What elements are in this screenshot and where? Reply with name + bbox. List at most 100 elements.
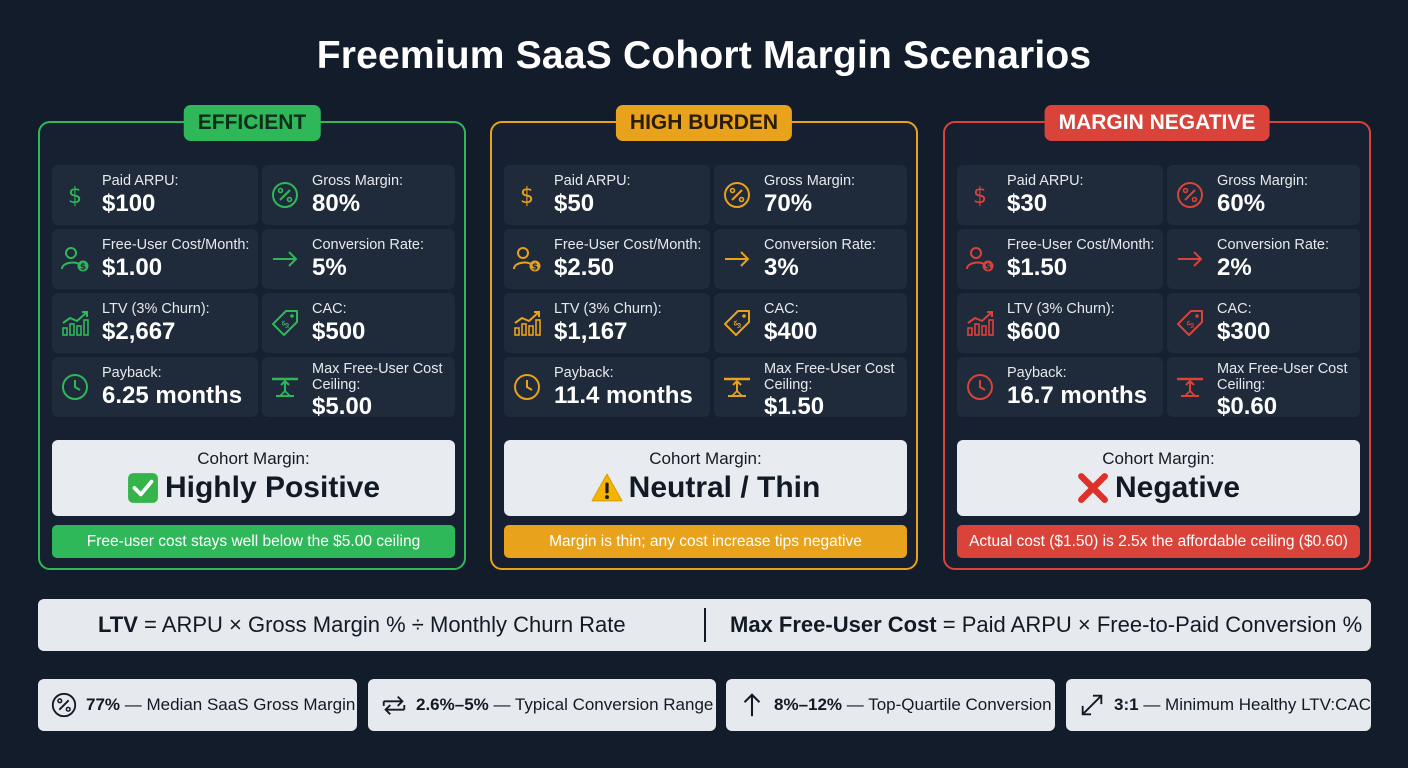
growth-chart-icon [512,308,542,338]
conversion-rate-label: Conversion Rate: [764,237,877,253]
price-tag-icon [270,308,300,338]
paid-arpu-value: $50 [554,190,595,217]
arrow-up-icon [738,691,766,719]
ltv-formula: LTV = ARPU × Gross Margin % ÷ Monthly Ch… [98,599,626,651]
percent-icon [50,691,78,719]
payback: Payback: 6.25 months [52,357,258,417]
arrow-right-icon [270,244,300,274]
metrics-grid: Paid ARPU: $100 Gross Margin: 80% Free-U… [52,165,455,420]
paid-arpu: Paid ARPU: $30 [957,165,1163,225]
user-cost-icon [965,244,995,274]
metrics-grid: Paid ARPU: $50 Gross Margin: 70% Free-Us… [504,165,907,420]
warning-icon [591,472,623,504]
scenario-panel-margin-negative: MARGIN NEGATIVE Paid ARPU: $30 Gross Mar… [943,105,1371,570]
payback-value: 6.25 months [102,382,243,409]
ltv-value: $2,667 [102,318,176,345]
expand-arrows-icon [1078,691,1106,719]
stat-text: — Median SaaS Gross Margin [124,695,356,714]
percent-icon [722,180,752,210]
paid-arpu: Paid ARPU: $50 [504,165,710,225]
stat-value: 77% [86,695,121,714]
max-free-user-cost-ceiling-label: Max Free-User Cost Ceiling: [1217,361,1348,393]
cross-mark-icon [1077,472,1109,504]
ltv-value: $600 [1007,318,1061,345]
percent-icon [1175,180,1205,210]
conversion-rate-value: 5% [312,254,347,281]
ltv-label: LTV (3% Churn): [554,301,662,317]
gross-margin-label: Gross Margin: [764,173,856,189]
stat-median-gross-margin: 77% — Median SaaS Gross Margin [38,679,357,731]
max-free-user-cost-ceiling-value: $0.60 [1217,393,1278,420]
gross-margin: Gross Margin: 70% [714,165,907,225]
scenario-badge: MARGIN NEGATIVE [1044,105,1270,141]
free-user-cost-label: Free-User Cost/Month: [554,237,702,253]
conversion-rate: Conversion Rate: 5% [262,229,455,289]
ltv-label: LTV (3% Churn): [102,301,210,317]
dollar-icon [512,180,542,210]
page-title: Freemium SaaS Cohort Margin Scenarios [316,34,1092,77]
price-tag-icon [1175,308,1205,338]
stat-ltv-cac: 3:1 — Minimum Healthy LTV:CAC [1066,679,1371,731]
max-free-user-cost-expression: = Paid ARPU × Free-to-Paid Conversion % [942,612,1363,637]
stat-text: — Minimum Healthy LTV:CAC [1143,695,1371,714]
ltv: LTV (3% Churn): $2,667 [52,293,258,353]
payback: Payback: 11.4 months [504,357,710,417]
free-user-cost-value: $2.50 [554,254,615,281]
dollar-icon [60,180,90,210]
ltv-label: LTV (3% Churn): [1007,301,1115,317]
cohort-margin-value: Negative [1114,471,1241,504]
formula-bar: LTV = ARPU × Gross Margin % ÷ Monthly Ch… [38,599,1371,651]
gross-margin-value: 70% [764,190,813,217]
cohort-margin-label: Cohort Margin: [197,449,310,468]
conversion-rate-value: 2% [1217,254,1252,281]
max-free-user-cost-ceiling-value: $1.50 [764,393,825,420]
percent-icon [270,180,300,210]
payback-label: Payback: [102,365,162,381]
gross-margin-value: 80% [312,190,361,217]
arrow-right-icon [1175,244,1205,274]
paid-arpu-label: Paid ARPU: [554,173,631,189]
scenario-panel-high-burden: HIGH BURDEN Paid ARPU: $50 Gross Margin:… [490,105,918,570]
cohort-margin-label: Cohort Margin: [649,449,762,468]
stat-value: 8%–12% [774,695,843,714]
max-free-user-cost-term: Max Free-User Cost [730,612,937,637]
max-free-user-cost-ceiling-value: $5.00 [312,393,373,420]
gross-margin: Gross Margin: 60% [1167,165,1360,225]
scenario-panel-efficient: EFFICIENT Paid ARPU: $100 Gross Margin: … [38,105,466,570]
free-user-cost-label: Free-User Cost/Month: [1007,237,1155,253]
cac: CAC: $500 [262,293,455,353]
gross-margin-label: Gross Margin: [312,173,404,189]
cac: CAC: $300 [1167,293,1360,353]
max-free-user-cost-ceiling-label: Max Free-User Cost Ceiling: [764,361,895,393]
stat-top-quartile-conversion: 8%–12% — Top-Quartile Conversion [726,679,1055,731]
cac-label: CAC: [312,301,347,317]
arrow-right-icon [722,244,752,274]
cac-value: $300 [1217,318,1271,345]
paid-arpu-label: Paid ARPU: [102,173,179,189]
cac-value: $400 [764,318,818,345]
check-mark-icon [127,472,159,504]
max-free-user-cost-ceiling-label: Max Free-User Cost Ceiling: [312,361,443,393]
payback-value: 11.4 months [554,382,693,409]
paid-arpu: Paid ARPU: $100 [52,165,258,225]
user-cost-icon [512,244,542,274]
scenario-badge: HIGH BURDEN [615,105,793,141]
free-user-cost: Free-User Cost/Month: $2.50 [504,229,710,289]
free-user-cost: Free-User Cost/Month: $1.00 [52,229,258,289]
growth-chart-icon [60,308,90,338]
price-tag-icon [722,308,752,338]
cac: CAC: $400 [714,293,907,353]
cac-label: CAC: [1217,301,1252,317]
paid-arpu-label: Paid ARPU: [1007,173,1084,189]
max-free-user-cost-ceiling: Max Free-User Cost Ceiling: $1.50 [714,357,907,420]
max-free-user-cost-formula: Max Free-User Cost = Paid ARPU × Free-to… [730,599,1362,651]
max-free-user-cost-ceiling: Max Free-User Cost Ceiling: $5.00 [262,357,455,420]
stat-typical-conversion: 2.6%–5% — Typical Conversion Range [368,679,716,731]
cohort-margin-value: Neutral / Thin [628,471,821,504]
scenario-badge: EFFICIENT [183,105,321,141]
cohort-margin-result: Cohort Margin: Neutral / Thin [504,440,907,516]
dollar-icon [965,180,995,210]
free-user-cost: Free-User Cost/Month: $1.50 [957,229,1163,289]
ceiling-icon [722,372,752,402]
cohort-margin-result: Cohort Margin: Highly Positive [52,440,455,516]
